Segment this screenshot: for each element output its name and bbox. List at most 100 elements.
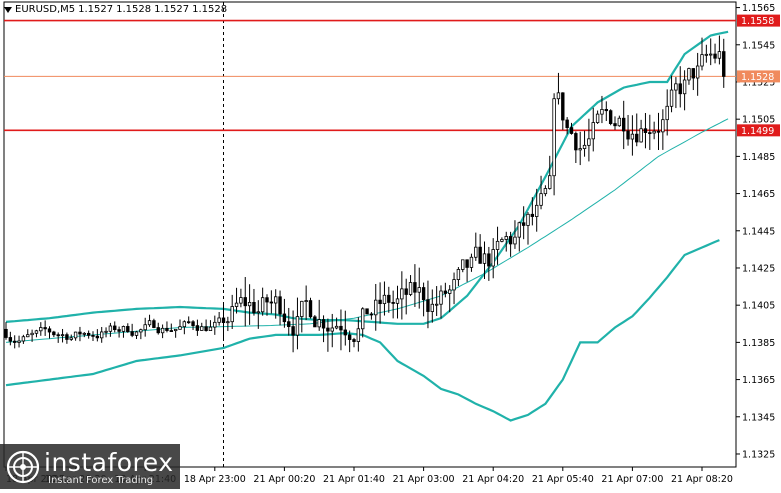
candle-body: [408, 282, 413, 295]
candle-body: [360, 308, 365, 330]
candle-body: [356, 328, 361, 342]
x-tick-label: 21 Apr 03:00: [393, 474, 455, 485]
candle-body: [200, 326, 204, 331]
candle-body: [330, 327, 334, 332]
candle-body: [691, 68, 695, 79]
candle-body: [656, 130, 661, 133]
candle-body: [574, 133, 578, 151]
candle-body: [587, 138, 591, 146]
candle-body: [234, 302, 239, 307]
candle-body: [21, 336, 26, 342]
candle-body: [491, 249, 495, 267]
price-level-tag: [737, 124, 780, 137]
y-tick-label: 1.1325: [742, 449, 775, 460]
candle-body: [426, 299, 430, 312]
candle-body: [517, 222, 521, 238]
candle-body: [239, 297, 243, 304]
candle-body: [313, 316, 317, 328]
candle-body: [130, 331, 134, 336]
candle-body: [308, 300, 313, 318]
candle-body: [521, 222, 526, 226]
candle-body: [252, 302, 256, 314]
candle-body: [208, 326, 213, 332]
candle-body: [256, 311, 260, 314]
candle-body: [687, 68, 691, 81]
candle-body: [461, 259, 465, 270]
candle-body: [213, 321, 217, 328]
candle-body: [665, 105, 669, 121]
candle-body: [456, 269, 461, 280]
candle-body: [195, 325, 200, 331]
candle-body: [108, 325, 113, 332]
candle-body: [317, 319, 321, 328]
y-tick-label: 1.1485: [742, 152, 775, 163]
candle-body: [595, 113, 600, 123]
candle-body: [121, 326, 126, 332]
candle-body: [100, 331, 104, 339]
candle-body: [304, 300, 308, 302]
candle-body: [300, 300, 304, 317]
candle-body: [669, 89, 674, 107]
x-tick-label: 18 Apr 23:00: [184, 474, 246, 485]
candle-body: [39, 327, 43, 332]
candle-body: [52, 331, 56, 336]
brand-tagline: Instant Forex Trading: [48, 475, 154, 486]
candle-body: [430, 303, 434, 312]
candle-body: [134, 331, 139, 336]
candle-body: [191, 321, 195, 327]
candle-body: [82, 332, 86, 335]
candle-body: [104, 330, 108, 333]
y-tick-label: 1.1505: [742, 115, 775, 126]
candle-body: [530, 213, 535, 217]
brand-name: instaforex: [44, 448, 174, 477]
candle-body: [287, 321, 291, 327]
candle-body: [260, 297, 265, 313]
candle-body: [269, 301, 274, 304]
candle-body: [56, 334, 60, 337]
candle-body: [722, 51, 726, 77]
y-tick-label: 1.1565: [742, 3, 775, 14]
candle-body: [182, 321, 187, 328]
candle-body: [326, 327, 330, 332]
candle-body: [704, 53, 709, 56]
x-tick-label: 21 Apr 04:20: [462, 474, 524, 485]
candle-body: [247, 302, 252, 307]
candle-body: [226, 321, 230, 324]
candle-body: [378, 299, 382, 305]
candle-body: [291, 326, 295, 336]
candle-body: [147, 320, 152, 326]
candle-body: [47, 328, 52, 333]
dropdown-triangle-icon[interactable]: [4, 6, 12, 13]
candle-body: [643, 128, 648, 134]
instaforex-logo: instaforex Instant Forex Trading: [0, 444, 180, 489]
x-tick-label: 21 Apr 01:40: [323, 474, 385, 485]
candle-body: [369, 313, 374, 316]
candle-body: [695, 65, 700, 79]
candle-body: [217, 317, 221, 323]
candle-body: [374, 299, 378, 316]
candle-body: [17, 340, 21, 343]
candle-body: [34, 330, 39, 334]
candle-body: [8, 337, 13, 342]
candle-body: [717, 51, 722, 59]
candle-body: [91, 334, 95, 337]
candle-body: [126, 326, 130, 333]
candle-body: [661, 119, 665, 133]
candle-body: [443, 290, 448, 294]
candle-body: [439, 290, 443, 305]
candle-body: [508, 236, 513, 245]
candle-body: [487, 253, 491, 267]
candle-body: [556, 92, 561, 100]
candle-body: [230, 306, 234, 323]
x-tick-label: 21 Apr 05:40: [532, 474, 594, 485]
candle-body: [391, 302, 395, 304]
candle-body: [69, 337, 73, 340]
candle-body: [12, 340, 17, 343]
candle-body: [626, 130, 630, 140]
candle-body: [608, 110, 613, 124]
y-tick-label: 1.1365: [742, 375, 775, 386]
y-tick-label: 1.1405: [742, 301, 775, 312]
y-tick-label: 1.1385: [742, 338, 775, 349]
